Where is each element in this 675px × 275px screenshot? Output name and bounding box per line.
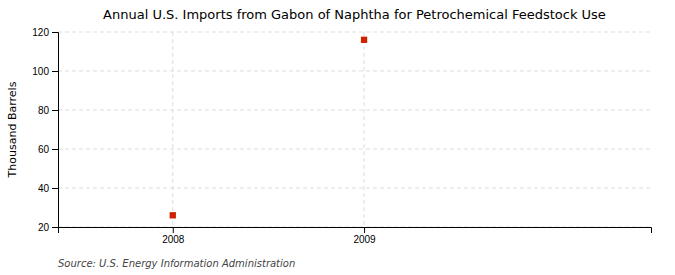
tick: 20 [38,222,58,233]
tick-label: 2008 [162,234,185,245]
grid [58,32,651,227]
tick-mark [52,110,58,111]
tick-mark [52,188,58,189]
tick-mark [52,32,58,33]
tick-label: 100 [32,66,49,77]
point [170,212,176,218]
tick: 2008 [162,227,185,245]
point [361,37,367,43]
tick: 40 [38,183,58,194]
axis-line [59,228,652,234]
tick: 100 [32,66,58,77]
chart: 2008 2009 20 40 60 80 100 120 Annual U.S. Import… [0,0,675,275]
axis-line [52,33,59,228]
tick-label: 20 [38,222,50,233]
tick: 80 [38,105,58,116]
grid-line [58,110,651,111]
source-note: Source: U.S. Energy Information Administ… [58,258,295,269]
tick-mark [364,227,365,233]
tick: 120 [32,27,58,38]
plot-area: 2008 2009 20 40 60 80 100 120 [32,27,651,245]
tick-label: 80 [38,105,50,116]
tick-mark [52,149,58,150]
x-axis: 2008 2009 [59,227,652,245]
y-axis: 20 40 60 80 100 120 [32,27,58,233]
grid-line [58,32,651,33]
grid-line [58,149,651,150]
y-axis-label: Thousand Barrels [6,81,19,178]
grid-line [364,32,365,227]
tick-label: 60 [38,144,50,155]
tick-label: 40 [38,183,50,194]
tick-label: 120 [32,27,49,38]
tick: 2009 [353,227,376,245]
grid-line [172,32,173,227]
tick: 60 [38,144,58,155]
tick-mark [52,227,58,228]
grid-line [58,71,651,72]
title: Annual U.S. Imports from Gabon of Naphth… [103,7,606,22]
tick-label: 2009 [353,234,376,245]
tick-mark [52,71,58,72]
tick-mark [173,227,174,233]
points [170,37,368,219]
grid-line [58,188,651,189]
